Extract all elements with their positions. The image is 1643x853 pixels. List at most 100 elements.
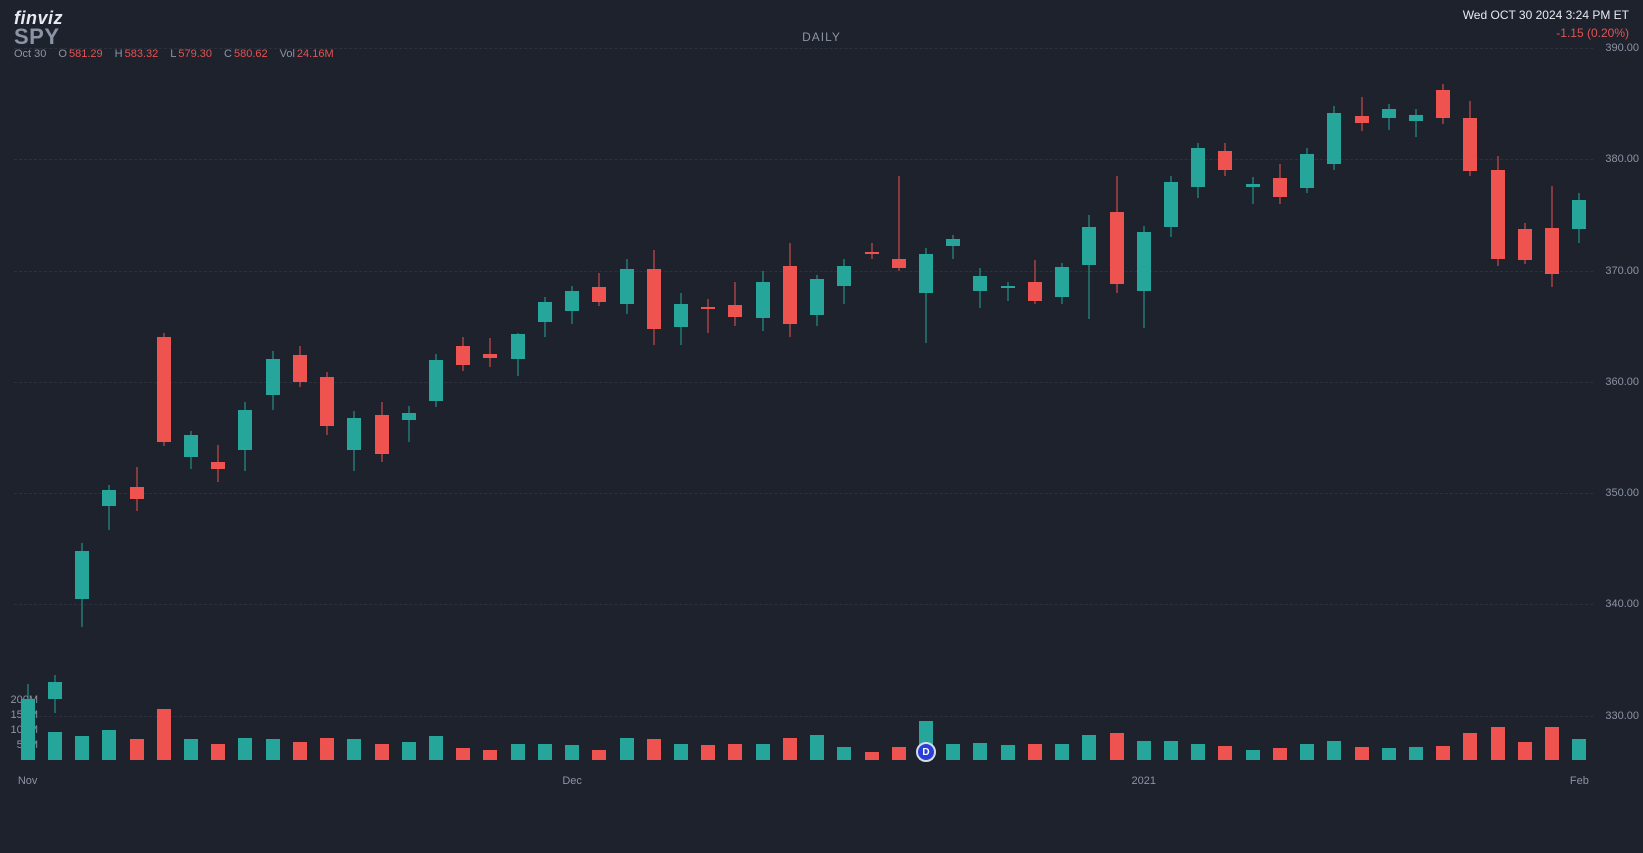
candle[interactable] [1191,143,1205,199]
candle[interactable] [211,445,225,482]
volume-bar[interactable] [1463,733,1477,760]
volume-bar[interactable] [1300,744,1314,760]
candle[interactable] [1300,148,1314,193]
volume-bar[interactable] [1110,733,1124,760]
volume-bar[interactable] [1382,748,1396,760]
candle[interactable] [1491,156,1505,266]
candle[interactable] [865,243,879,260]
volume-bar[interactable] [674,744,688,761]
candle[interactable] [565,286,579,324]
candle[interactable] [892,176,906,271]
volume-bar[interactable] [1327,741,1341,760]
volume-bar[interactable] [293,742,307,760]
volume-bar[interactable] [21,727,35,760]
volume-bar[interactable] [728,744,742,761]
candle[interactable] [783,243,797,338]
volume-bar[interactable] [238,738,252,761]
candle[interactable] [375,402,389,462]
volume-bar[interactable] [483,750,497,761]
volume-bar[interactable] [184,739,198,760]
volume-bar[interactable] [347,739,361,760]
candle[interactable] [130,467,144,510]
candle[interactable] [102,485,116,530]
candle[interactable] [1572,193,1586,243]
volume-bar[interactable] [1082,735,1096,761]
volume-bar[interactable] [75,736,89,760]
candle[interactable] [456,337,470,370]
volume-bar[interactable] [538,744,552,761]
volume-bar[interactable] [592,750,606,761]
volume-bar[interactable] [1409,747,1423,760]
candle[interactable] [946,235,960,259]
candle[interactable] [266,351,280,410]
volume-bar[interactable] [1273,748,1287,760]
volume-bar[interactable] [756,744,770,761]
volume-bar[interactable] [1491,727,1505,760]
volume-bar[interactable] [1545,727,1559,760]
candle[interactable] [75,543,89,626]
dividend-marker[interactable]: D [916,742,936,762]
candle[interactable] [1110,176,1124,293]
volume-bar[interactable] [865,752,879,760]
candle[interactable] [1137,226,1151,328]
candle[interactable] [1382,104,1396,131]
candle[interactable] [48,675,62,713]
volume-bar[interactable] [157,709,171,760]
candle[interactable] [347,411,361,471]
candle[interactable] [1164,176,1178,237]
candle[interactable] [756,271,770,331]
volume-bar[interactable] [946,744,960,761]
candle[interactable] [973,268,987,308]
volume-bar[interactable] [102,730,116,760]
candle[interactable] [1518,223,1532,264]
volume-bar[interactable] [1355,747,1369,761]
candle[interactable] [511,333,525,376]
candle[interactable] [1273,164,1287,204]
volume-bar[interactable] [1191,744,1205,761]
candle[interactable] [674,293,688,345]
volume-bar[interactable] [320,738,334,761]
volume-bar[interactable] [211,744,225,761]
candle[interactable] [1327,106,1341,171]
volume-bar[interactable] [511,744,525,761]
candle[interactable] [157,333,171,446]
volume-bar[interactable] [565,745,579,760]
candle[interactable] [1436,84,1450,124]
volume-bar[interactable] [429,736,443,760]
candle[interactable] [483,338,497,367]
candle[interactable] [1082,215,1096,320]
volume-bar[interactable] [810,735,824,761]
volume-bar[interactable] [973,743,987,760]
candle[interactable] [728,282,742,327]
candle[interactable] [1355,97,1369,131]
volume-bar[interactable] [1436,746,1450,760]
volume-bar[interactable] [1164,741,1178,760]
candle[interactable] [1246,177,1260,204]
candle[interactable] [810,275,824,326]
volume-bar[interactable] [266,739,280,760]
candle[interactable] [402,406,416,442]
volume-bar[interactable] [1001,745,1015,760]
volume-bar[interactable] [837,747,851,761]
volume-bar[interactable] [48,732,62,761]
volume-bar[interactable] [402,742,416,760]
candle[interactable] [1001,282,1015,301]
volume-bar[interactable] [1246,750,1260,761]
volume-bar[interactable] [647,739,661,760]
volume-bar[interactable] [783,738,797,761]
candle[interactable] [429,354,443,407]
volume-bar[interactable] [620,738,634,761]
candle[interactable] [293,346,307,387]
volume-bar[interactable] [375,744,389,761]
candle[interactable] [701,299,715,332]
volume-bar[interactable] [1572,739,1586,760]
candle[interactable] [837,259,851,304]
volume-bar[interactable] [456,748,470,760]
volume-bar[interactable] [1218,746,1232,760]
candle[interactable] [1028,260,1042,303]
candle[interactable] [1218,143,1232,176]
volume-bar[interactable] [701,745,715,760]
candle[interactable] [919,248,933,343]
candle[interactable] [620,259,634,314]
candle[interactable] [592,273,606,306]
